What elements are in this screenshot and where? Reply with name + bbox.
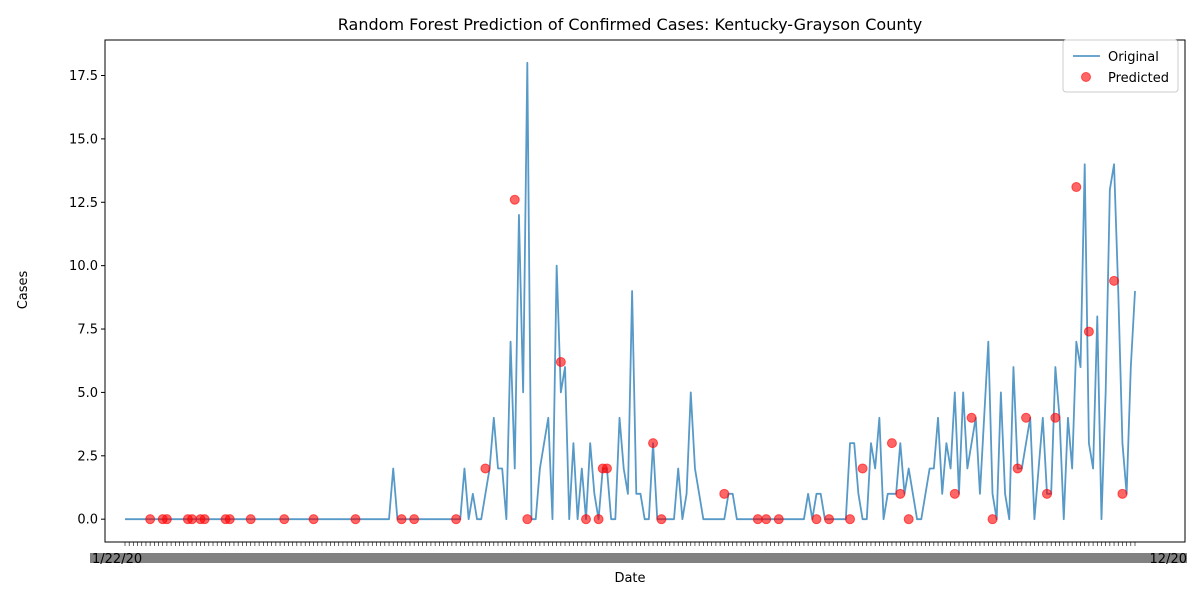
- predicted-point: [1021, 412, 1032, 423]
- x-tick-label-last: 12/20: [1150, 552, 1187, 567]
- legend: Original Predicted: [1062, 39, 1179, 93]
- predicted-point: [1071, 182, 1082, 193]
- y-tick-label: 10.0: [69, 259, 98, 274]
- predicted-point: [279, 514, 290, 525]
- predicted-point: [199, 514, 210, 525]
- legend-box: [1062, 39, 1179, 93]
- predicted-point: [895, 488, 906, 499]
- predicted-point: [966, 412, 977, 423]
- predicted-point: [145, 514, 156, 525]
- x-axis-title: Date: [614, 571, 645, 586]
- y-axis-title: Cases: [16, 270, 31, 309]
- predicted-point: [987, 514, 998, 525]
- predicted-point: [224, 514, 235, 525]
- axes-frame: [104, 39, 1186, 543]
- axes: 0.0 2.5 5.0 7.5 10.0 12.5 15.0 17.5 1/22/20 12/20: [69, 39, 1187, 567]
- predicted-point: [350, 514, 361, 525]
- plot-area: [125, 61, 1136, 525]
- predicted-point: [1109, 275, 1120, 286]
- predicted-point: [396, 514, 407, 525]
- legend-label-predicted: Predicted: [1108, 71, 1169, 86]
- y-tick-label: 17.5: [69, 69, 98, 84]
- predicted-point: [509, 194, 520, 205]
- predicted-point: [761, 514, 772, 525]
- y-tick-label: 2.5: [77, 449, 98, 464]
- predicted-point: [1083, 326, 1094, 337]
- predicted-point: [1012, 463, 1023, 474]
- predicted-point: [811, 514, 822, 525]
- y-tick-label: 7.5: [77, 323, 98, 338]
- predicted-point: [308, 514, 319, 525]
- predicted-point: [845, 514, 856, 525]
- predicted-point: [656, 514, 667, 525]
- y-tick-label: 0.0: [77, 513, 98, 528]
- predicted-point: [480, 463, 491, 474]
- predicted-point: [648, 438, 659, 449]
- legend-label-original: Original: [1108, 50, 1159, 65]
- x-tick-label-band: [90, 553, 1187, 563]
- x-tick-label-first: 1/22/20: [92, 552, 142, 567]
- y-tick-label: 15.0: [69, 132, 98, 147]
- predicted-point: [581, 514, 591, 525]
- y-tick-label: 5.0: [77, 386, 98, 401]
- predicted-point: [555, 356, 566, 367]
- predicted-point: [773, 514, 784, 525]
- predicted-point: [886, 438, 897, 449]
- predicted-point: [824, 514, 835, 525]
- predicted-point: [593, 514, 604, 525]
- chart-title: Random Forest Prediction of Confirmed Ca…: [338, 15, 922, 34]
- predicted-point: [451, 514, 462, 525]
- series-line-original: [125, 61, 1136, 521]
- predicted-point: [245, 514, 256, 525]
- predicted-point: [719, 488, 730, 499]
- predicted-point: [903, 514, 914, 525]
- predicted-point: [601, 463, 612, 474]
- predicted-point: [522, 514, 533, 525]
- predicted-point: [187, 514, 198, 525]
- y-tick-label: 12.5: [69, 196, 98, 211]
- predicted-point: [752, 514, 763, 525]
- predicted-point: [857, 463, 868, 474]
- predicted-point: [1041, 488, 1052, 499]
- predicted-point: [949, 488, 960, 499]
- predicted-point: [1117, 488, 1128, 499]
- legend-swatch-predicted: [1081, 72, 1091, 82]
- predicted-point: [1050, 412, 1061, 423]
- predicted-point: [409, 514, 420, 525]
- predicted-point: [161, 514, 172, 525]
